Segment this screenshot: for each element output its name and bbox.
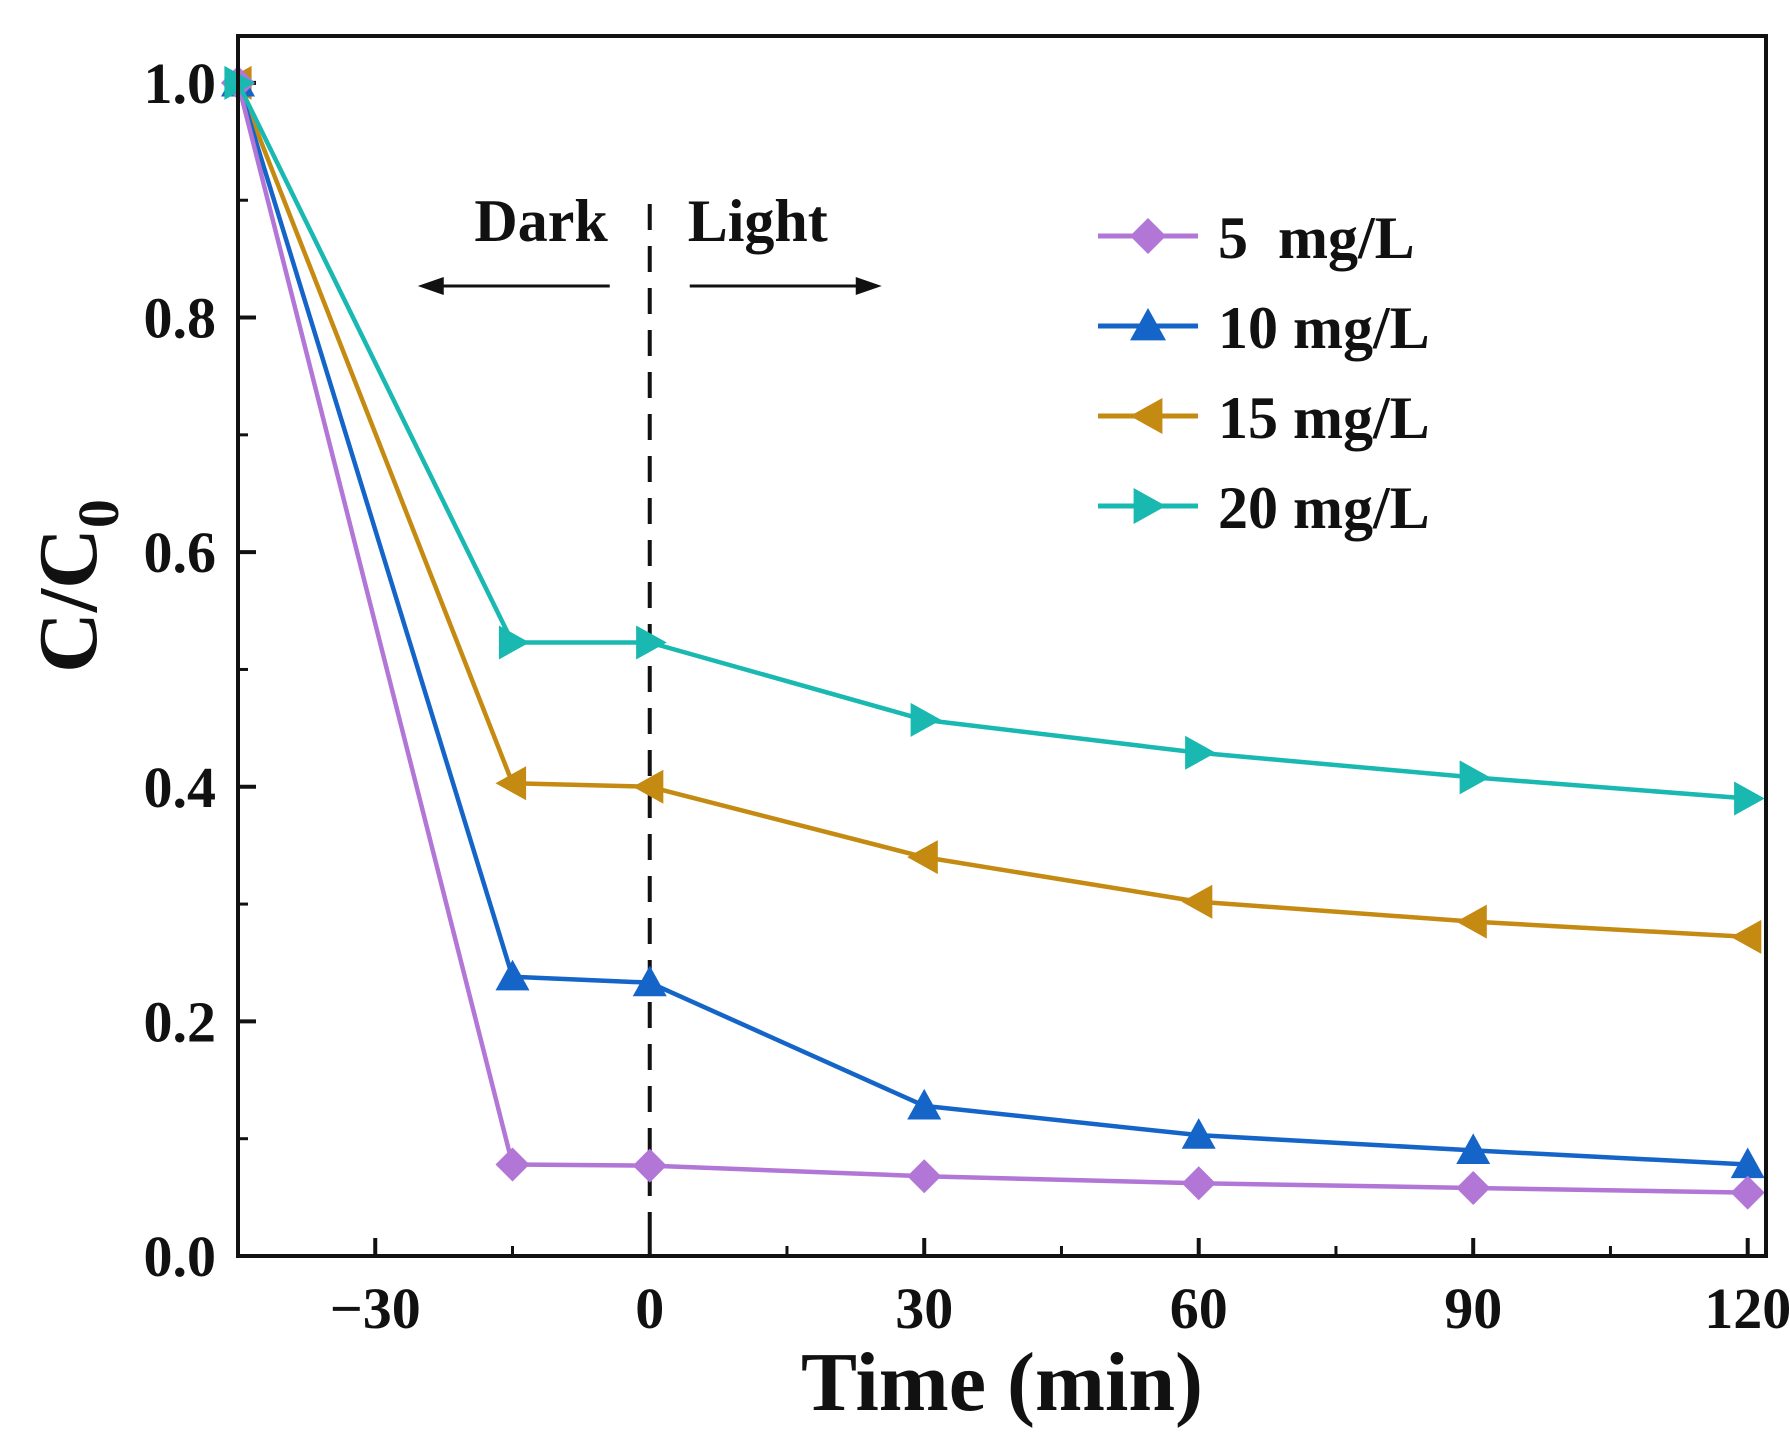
data-point [907, 840, 938, 875]
x-tick-label: 30 [895, 1276, 953, 1341]
legend-label: 10 mg/L [1218, 295, 1430, 361]
data-point [632, 1148, 667, 1183]
axis-labels: Time (min)C/C0 [22, 499, 1203, 1429]
series-group [221, 65, 1765, 1179]
data-point [636, 625, 667, 660]
series-group [221, 65, 1765, 1210]
data-point [907, 1088, 942, 1120]
legend-item: 10 mg/L [1098, 295, 1430, 361]
y-tick-label: 0.2 [144, 989, 217, 1054]
data-point [1185, 735, 1216, 770]
dark-arrowhead [417, 277, 444, 295]
y-tick-label: 0.4 [144, 755, 217, 820]
data-point [1730, 1147, 1765, 1179]
data-point [495, 959, 530, 991]
data-point [1734, 781, 1765, 816]
axis-ticks: −30 0 30 60 90 120 0.0 0.2 0.4 0.6 0.8 1.0 [144, 51, 1790, 1341]
x-tick-label: −30 [330, 1276, 421, 1341]
x-tick-label: 0 [635, 1276, 664, 1341]
y-tick-label: 0.6 [144, 520, 217, 585]
legend-item: 15 mg/L [1098, 385, 1430, 451]
data-point [1730, 919, 1762, 954]
series-line [235, 82, 1748, 940]
legend-label: 20 mg/L [1218, 475, 1430, 541]
annotations: Dark Light [417, 188, 882, 295]
series-line [235, 81, 1748, 801]
y-tick-label: 0.0 [144, 1224, 217, 1289]
y-tick-label: 1.0 [144, 51, 217, 116]
light-arrowhead [855, 277, 882, 295]
data-point [1456, 1170, 1491, 1205]
series-group [224, 65, 1765, 816]
series-line [235, 82, 1748, 1195]
data-point [632, 965, 667, 997]
data-point [1730, 1175, 1765, 1210]
data-point [498, 625, 530, 660]
data-point [495, 766, 527, 801]
light-label: Light [688, 188, 828, 254]
x-tick-label: 60 [1170, 1276, 1228, 1341]
y-axis-title-main: C/C [22, 528, 115, 673]
legend-marker [1130, 308, 1166, 341]
legend-marker [1133, 488, 1166, 524]
x-axis-title: Time (min) [801, 1336, 1203, 1429]
y-axis-title-subscript: 0 [66, 499, 131, 528]
data-point [632, 769, 664, 804]
dark-label: Dark [474, 188, 608, 254]
y-axis-title: C/C0 [22, 499, 131, 673]
y-tick-label: 0.8 [144, 286, 217, 351]
plot-frame [236, 34, 1768, 1258]
data-point [1181, 884, 1213, 919]
data-point [1181, 1118, 1216, 1149]
legend: 5 mg/L 10 mg/L 15 mg/L 20 mg/L [1098, 205, 1430, 541]
legend-item: 5 mg/L [1098, 205, 1415, 271]
data-point [1181, 1166, 1216, 1201]
series-line [235, 82, 1748, 1167]
data-point [1459, 760, 1491, 795]
legend-marker [1130, 218, 1166, 254]
x-tick-label: 90 [1444, 1276, 1502, 1341]
data-point [495, 1147, 530, 1182]
series-layer [221, 65, 1765, 1210]
data-point [907, 1159, 942, 1194]
legend-label: 15 mg/L [1218, 385, 1430, 451]
legend-label: 5 mg/L [1218, 205, 1415, 271]
data-point [910, 702, 942, 737]
data-point [1456, 904, 1487, 939]
series-group [221, 65, 1762, 954]
data-point [1456, 1133, 1491, 1165]
x-tick-label: 120 [1704, 1276, 1790, 1341]
legend-item: 20 mg/L [1098, 475, 1430, 541]
legend-marker [1130, 398, 1163, 434]
